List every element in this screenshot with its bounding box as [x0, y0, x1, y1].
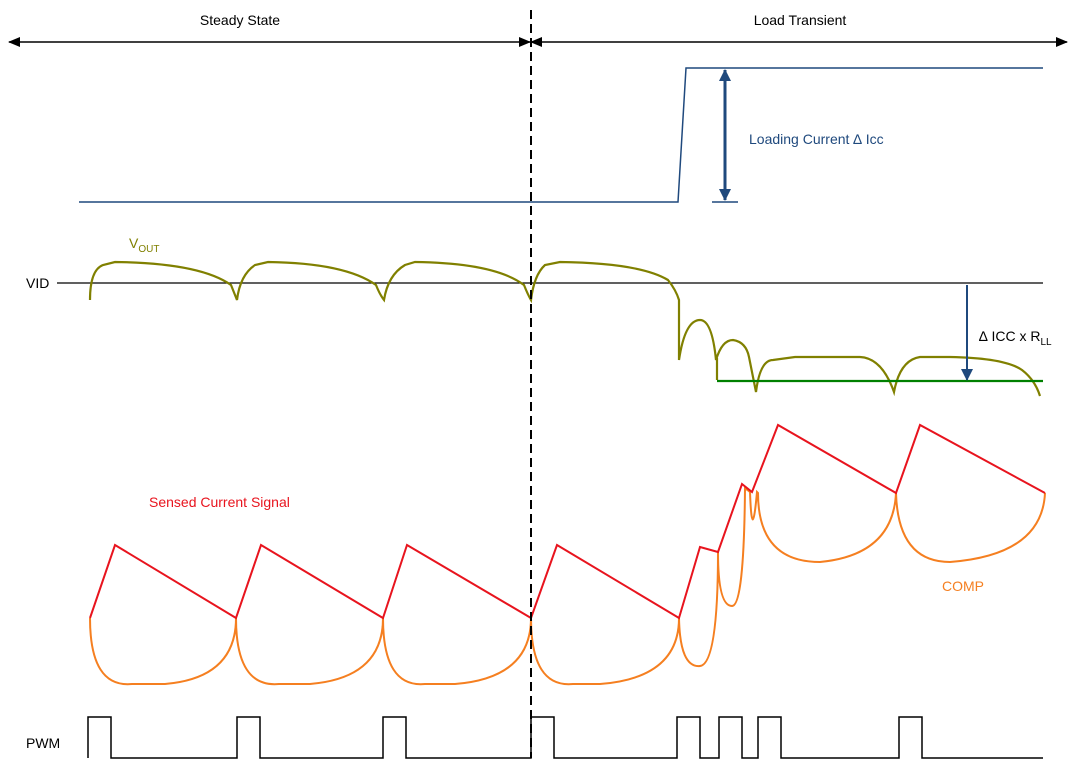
load-transient-label: Load Transient [754, 12, 847, 28]
vid-label: VID [26, 275, 49, 291]
sensed-current-label: Sensed Current Signal [149, 494, 290, 510]
loading-current-label: Loading Current ∆ Icc [749, 131, 884, 147]
droop-label: ∆ ICC x RLL [979, 328, 1052, 348]
pwm-label: PWM [26, 735, 60, 751]
vout-waveform [88, 260, 1042, 397]
steady-state-label: Steady State [200, 12, 280, 28]
comp-waveform [89, 485, 1046, 686]
load-current-waveform [79, 67, 1043, 203]
vout-label: VOUT [129, 235, 159, 255]
pwm-waveform [87, 716, 1043, 759]
sensed-current-waveform [89, 423, 1046, 620]
comp-label: COMP [942, 578, 984, 594]
